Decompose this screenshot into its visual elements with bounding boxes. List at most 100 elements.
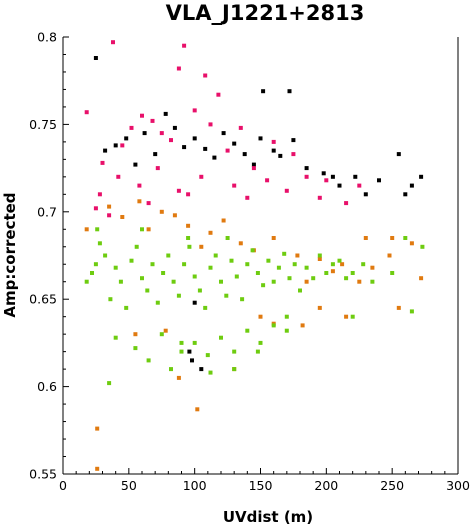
data-point bbox=[278, 153, 283, 158]
data-point bbox=[337, 183, 342, 188]
data-point bbox=[232, 141, 237, 146]
data-point bbox=[107, 204, 112, 209]
data-point bbox=[344, 314, 349, 319]
data-point bbox=[159, 209, 164, 214]
x-ticks: 0 50 100 150 200 250 300 bbox=[59, 468, 470, 493]
data-point bbox=[137, 199, 142, 204]
y-tick-label: 0.65 bbox=[29, 292, 57, 307]
data-point bbox=[232, 367, 237, 372]
data-point bbox=[271, 236, 276, 240]
data-point bbox=[116, 174, 121, 179]
data-point bbox=[155, 166, 160, 171]
data-point bbox=[387, 253, 392, 258]
data-point bbox=[271, 148, 276, 153]
data-point bbox=[321, 171, 326, 176]
data-point bbox=[344, 276, 349, 281]
data-point bbox=[311, 276, 316, 281]
data-point bbox=[176, 188, 181, 193]
data-point bbox=[150, 262, 155, 267]
data-point bbox=[176, 293, 181, 298]
data-point bbox=[224, 293, 229, 298]
y-tick-label: 0.75 bbox=[29, 117, 57, 132]
points-layer bbox=[84, 40, 425, 471]
data-point bbox=[258, 314, 263, 319]
data-point bbox=[304, 166, 309, 171]
data-point bbox=[208, 230, 213, 235]
data-point bbox=[199, 244, 204, 249]
data-point bbox=[284, 314, 289, 319]
data-point bbox=[317, 195, 322, 200]
data-point bbox=[186, 223, 191, 228]
data-point bbox=[203, 305, 208, 310]
x-tick-label: 50 bbox=[121, 478, 137, 493]
data-point bbox=[245, 195, 250, 200]
data-point bbox=[291, 152, 296, 157]
data-point bbox=[282, 251, 287, 256]
data-point bbox=[396, 152, 401, 157]
data-point bbox=[155, 300, 160, 305]
data-point bbox=[363, 192, 368, 197]
data-point bbox=[145, 288, 150, 293]
data-point bbox=[276, 265, 281, 270]
data-point bbox=[95, 227, 100, 232]
data-point bbox=[146, 358, 151, 363]
data-point bbox=[84, 110, 89, 115]
data-point bbox=[245, 328, 250, 333]
data-point bbox=[409, 183, 414, 188]
data-point bbox=[124, 305, 129, 310]
data-point bbox=[292, 262, 297, 267]
data-point bbox=[337, 258, 342, 263]
data-point bbox=[258, 340, 263, 345]
data-point bbox=[146, 201, 151, 206]
data-point bbox=[169, 138, 173, 143]
data-point bbox=[234, 274, 239, 279]
data-point bbox=[240, 297, 245, 302]
data-point bbox=[324, 271, 329, 275]
data-point bbox=[216, 92, 221, 97]
data-point bbox=[93, 206, 98, 211]
data-point bbox=[107, 213, 112, 218]
data-point bbox=[140, 227, 144, 232]
data-point bbox=[199, 367, 204, 372]
data-point bbox=[390, 236, 395, 240]
data-point bbox=[205, 353, 210, 358]
data-point bbox=[271, 279, 276, 284]
data-point bbox=[159, 332, 164, 337]
data-point bbox=[186, 236, 191, 240]
data-point bbox=[146, 227, 151, 232]
data-point bbox=[232, 183, 237, 188]
data-point bbox=[324, 178, 329, 183]
data-point bbox=[208, 370, 213, 375]
data-point bbox=[137, 183, 142, 188]
y-tick-label: 0.55 bbox=[29, 467, 57, 482]
data-point bbox=[113, 143, 118, 148]
data-point bbox=[118, 279, 123, 284]
data-point bbox=[187, 244, 192, 249]
data-point bbox=[103, 253, 108, 258]
data-point bbox=[221, 218, 226, 223]
data-point bbox=[219, 279, 223, 284]
data-point bbox=[179, 349, 184, 354]
data-point bbox=[133, 332, 138, 337]
data-point bbox=[182, 43, 187, 48]
data-point bbox=[159, 131, 164, 136]
data-point bbox=[161, 271, 166, 275]
data-point bbox=[192, 300, 197, 305]
data-point bbox=[330, 174, 335, 179]
data-point bbox=[153, 152, 158, 157]
data-point bbox=[363, 236, 368, 240]
data-point bbox=[317, 305, 322, 310]
data-point bbox=[403, 192, 408, 197]
chart-title: VLA_J1221+2813 bbox=[166, 1, 365, 25]
data-point bbox=[208, 122, 213, 127]
data-point bbox=[111, 40, 115, 45]
data-point bbox=[212, 155, 217, 160]
data-point bbox=[172, 125, 177, 130]
y-axis-label: Amp:corrected bbox=[1, 192, 19, 317]
data-point bbox=[261, 283, 266, 288]
data-point bbox=[150, 118, 155, 123]
data-point bbox=[197, 288, 202, 293]
data-point bbox=[377, 178, 381, 183]
data-point bbox=[84, 279, 89, 284]
data-point bbox=[403, 236, 408, 240]
